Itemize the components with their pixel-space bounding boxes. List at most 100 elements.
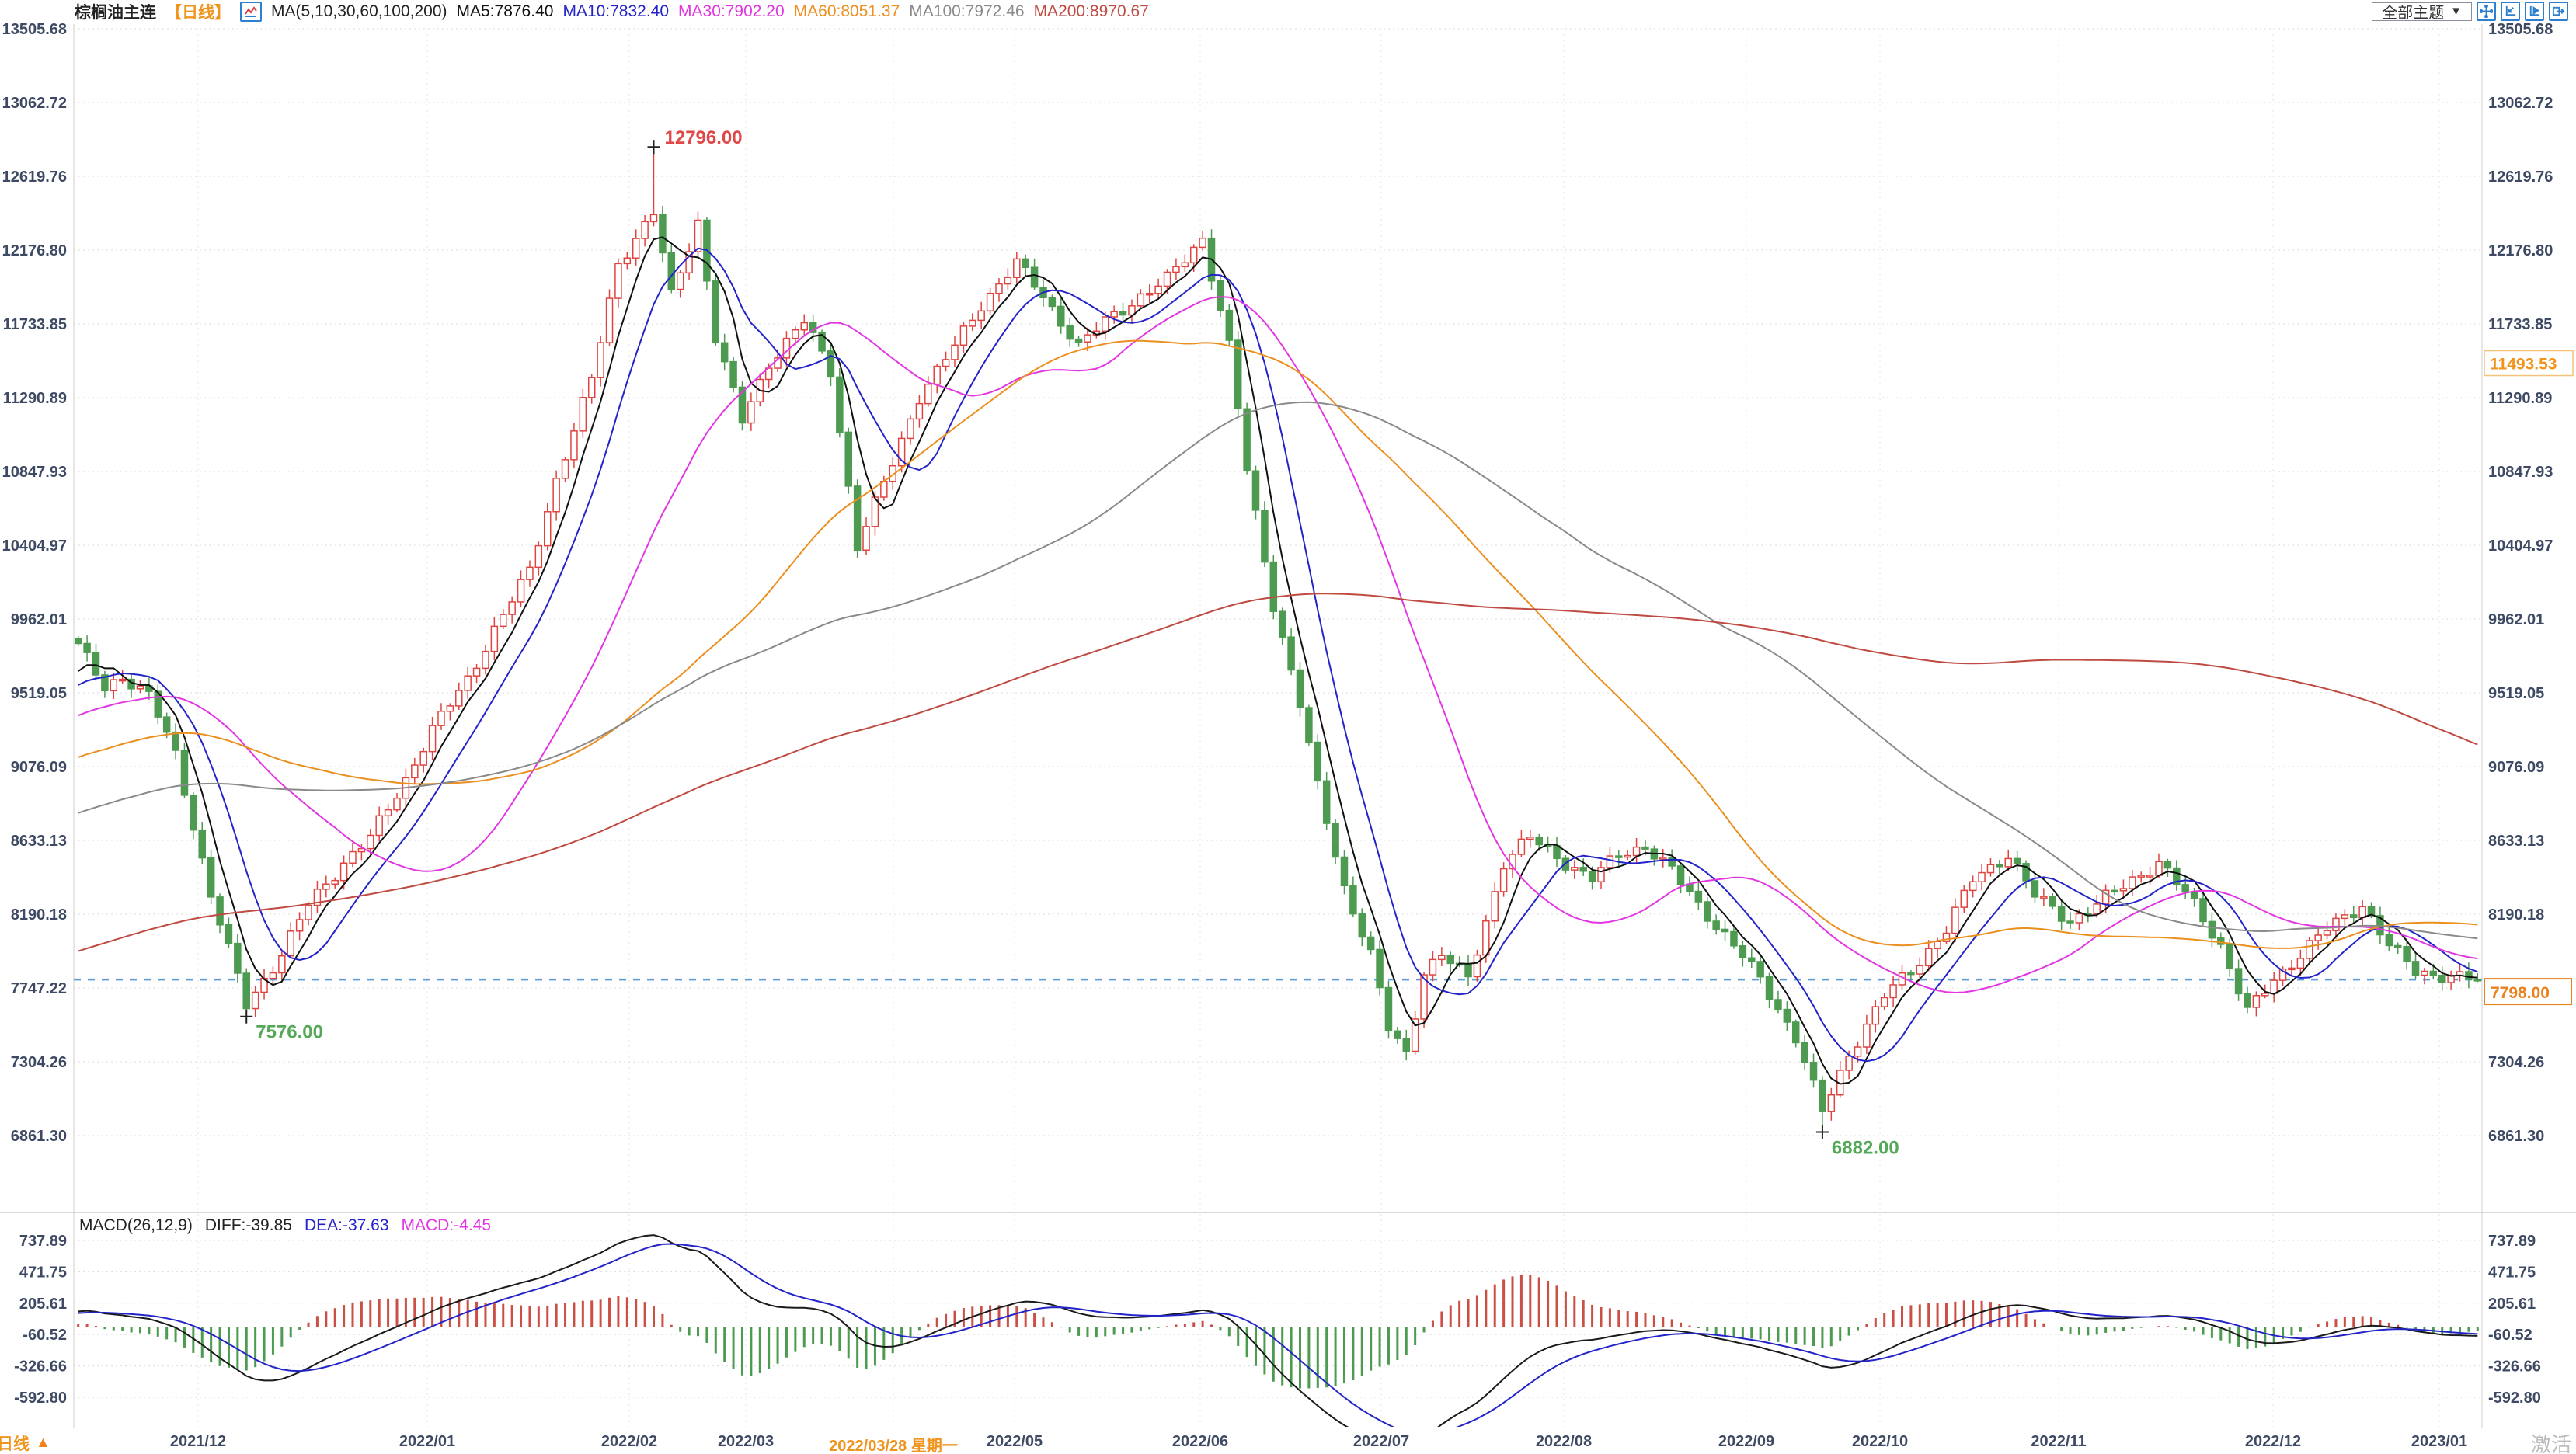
macd-macd-value: MACD:-4.45 [401, 1216, 492, 1234]
chart-header-bar: 棕榈油主连 【日线】 MA(5,10,30,60,100,200) MA5:78… [0, 0, 2576, 23]
selected-date-label: 2022/03/28 星期一 [829, 1438, 958, 1454]
macd-axis-label: 471.75 [2488, 1264, 2536, 1281]
price-axis-label: 7304.26 [11, 1054, 67, 1071]
macd-axis-label: 205.61 [19, 1296, 67, 1313]
last-price-tag: 7798.00 [2491, 984, 2550, 1002]
low-annotation: 7576.00 [256, 1022, 323, 1043]
price-axis-label: 10404.97 [2, 537, 67, 555]
low-annotation: 6882.00 [1832, 1138, 1899, 1159]
month-label: 2022/09 [1718, 1433, 1775, 1450]
ma60-value: MA60:8051.37 [793, 2, 900, 20]
expand-axis-icon[interactable] [2525, 2, 2544, 21]
price-axis-label: 8190.18 [2488, 906, 2544, 924]
macd-dea-value: DEA:-37.63 [304, 1216, 389, 1234]
macd-header: MACD(26,12,9) DIFF:-39.85 DEA:-37.63 MAC… [79, 1216, 491, 1235]
price-axis-label: 13505.68 [2488, 21, 2553, 38]
high-annotation: 12796.00 [665, 127, 743, 148]
chart-toolbar: 全部主题 ▼ [2372, 2, 2576, 22]
price-axis-label: 10847.93 [2, 464, 67, 481]
price-axis-label: 10847.93 [2488, 464, 2553, 481]
activation-watermark: 激活 [2530, 1433, 2571, 1454]
instrument-title: 棕榈油主连 [75, 3, 156, 22]
macd-axis-label: -60.52 [2488, 1327, 2532, 1344]
ma100-value: MA100:7972.46 [909, 2, 1025, 20]
month-label: 2022/12 [2244, 1433, 2302, 1450]
month-label: 2022/03 [717, 1433, 775, 1450]
time-axis[interactable]: 2021/12 2022/01 2022/02 2022/03 2022/03/28 星… [0, 1428, 2576, 1454]
ma10-line [78, 247, 2478, 1063]
price-axis-label: 7304.26 [2488, 1054, 2544, 1071]
ma100-line [78, 401, 2478, 940]
month-label: 2022/07 [1352, 1433, 1410, 1450]
price-axis-label: 11290.89 [2488, 390, 2552, 407]
compress-axis-icon[interactable] [2501, 2, 2520, 21]
price-axis-label: 9519.05 [11, 685, 67, 702]
theme-dropdown-button[interactable]: 全部主题 ▼ [2372, 2, 2472, 22]
period-tab[interactable]: 日线 ▲ [0, 1431, 50, 1454]
price-axis-label: 6861.30 [11, 1128, 67, 1145]
price-axis-label: 12619.76 [2488, 169, 2553, 186]
price-axis-label: 13062.72 [2488, 95, 2553, 112]
ma30-value: MA30:7902.20 [678, 2, 785, 20]
macd-axis-label: 471.75 [19, 1264, 67, 1281]
price-axis-label: 9519.05 [2488, 685, 2544, 702]
macd-axis-label: -326.66 [14, 1358, 67, 1376]
month-label: 2022/01 [399, 1433, 456, 1450]
price-axis-label: 11733.85 [2488, 316, 2552, 333]
price-axis-label: 8633.13 [2488, 833, 2544, 850]
month-label: 2021/12 [169, 1433, 227, 1450]
price-axis-label: 9962.01 [11, 611, 67, 628]
macd-axis-label: -60.52 [23, 1327, 67, 1344]
month-label: 2022/05 [986, 1433, 1043, 1450]
price-axis-label: 7747.22 [11, 980, 67, 997]
price-axis-label: 13505.68 [2, 21, 67, 38]
price-axis-label: 8633.13 [11, 833, 67, 850]
instrument-info: 棕榈油主连 【日线】 MA(5,10,30,60,100,200) MA5:78… [0, 0, 1149, 23]
macd-diff-value: DIFF:-39.85 [204, 1216, 292, 1234]
month-label: 2023/01 [2411, 1433, 2468, 1450]
price-axis-label: 11290.89 [3, 390, 67, 407]
period-tab-label: 日线 [0, 1435, 30, 1453]
macd-axis-label: 205.61 [2488, 1296, 2536, 1313]
ma5-line [78, 236, 2478, 1085]
price-axis-label: 9076.09 [2488, 759, 2544, 776]
theme-dropdown-label: 全部主题 [2382, 5, 2445, 22]
macd-axis-label: 737.89 [19, 1233, 67, 1250]
ma5-value: MA5:7876.40 [456, 2, 554, 20]
crosshair-move-icon[interactable] [2477, 2, 2496, 21]
price-axis-label: 11733.85 [3, 316, 67, 333]
price-axis-label: 12176.80 [2, 242, 67, 259]
period-badge[interactable]: 【日线】 [165, 3, 231, 22]
month-label: 2022/10 [1851, 1433, 1909, 1450]
macd-axis-label: 737.89 [2488, 1233, 2536, 1250]
ma60-line [78, 339, 2478, 949]
price-axis-label: 13062.72 [2, 95, 67, 112]
ma-parameters: MA(5,10,30,60,100,200) [271, 2, 447, 20]
export-next-icon[interactable] [2549, 2, 2568, 21]
macd-axis-label: -326.66 [2488, 1358, 2541, 1376]
price-axis-label: 10404.97 [2488, 537, 2553, 555]
price-axis-label: 8190.18 [11, 906, 67, 924]
price-axis-label: 9962.01 [2488, 611, 2544, 628]
month-label: 2022/06 [1171, 1433, 1229, 1450]
kline-chart-icon[interactable] [240, 1, 262, 22]
right-tag-price: 11493.53 [2490, 356, 2557, 374]
ma200-line [78, 593, 2478, 952]
triangle-up-icon: ▲ [36, 1435, 50, 1451]
macd-axis-label: -592.80 [2488, 1390, 2541, 1407]
ma200-value: MA200:8970.67 [1033, 2, 1149, 20]
price-axis-label: 6861.30 [2488, 1128, 2544, 1145]
month-label: 2022/02 [600, 1433, 658, 1450]
macd-params-label: MACD(26,12,9) [79, 1216, 193, 1234]
ma10-value: MA10:7832.40 [562, 2, 670, 20]
month-label: 2022/11 [2031, 1433, 2087, 1450]
price-axis-label: 12176.80 [2488, 242, 2553, 259]
chevron-down-icon: ▼ [2450, 5, 2462, 18]
ma30-line [78, 296, 2478, 994]
month-label: 2022/08 [1535, 1433, 1593, 1450]
diff-line [78, 1234, 2478, 1427]
price-axis-label: 9076.09 [11, 759, 67, 776]
dea-line [78, 1243, 2478, 1427]
